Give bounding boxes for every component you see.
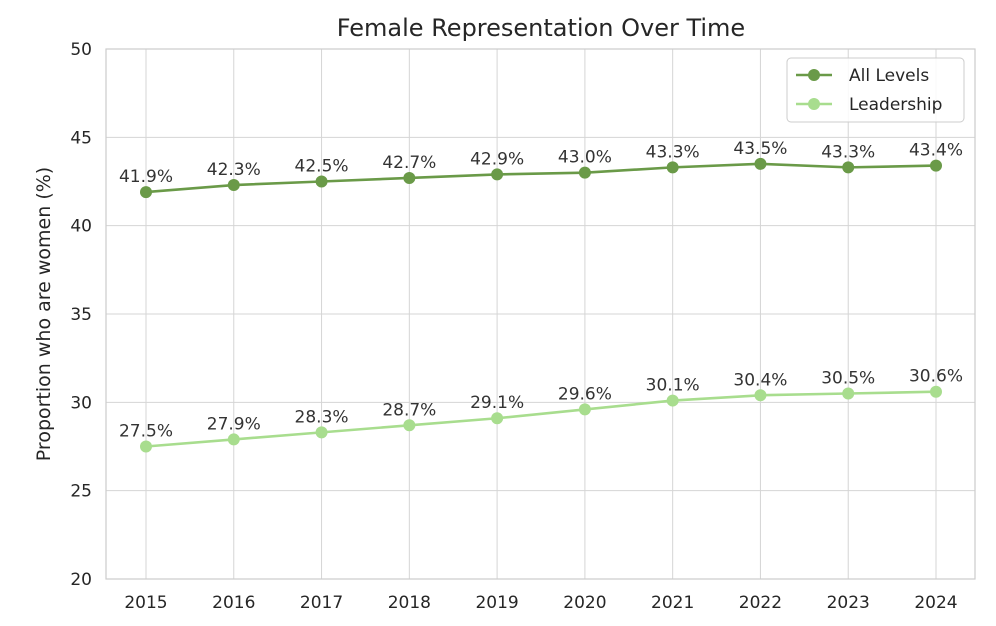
legend-marker bbox=[808, 98, 820, 110]
chart-title: Female Representation Over Time bbox=[337, 14, 745, 42]
data-label: 30.6% bbox=[909, 367, 963, 387]
legend-label: All Levels bbox=[849, 66, 929, 86]
y-tick-label: 40 bbox=[70, 217, 92, 237]
x-tick-label: 2018 bbox=[388, 593, 431, 613]
data-label: 42.9% bbox=[470, 149, 524, 169]
y-tick-label: 20 bbox=[70, 570, 92, 590]
data-label: 43.3% bbox=[821, 142, 875, 162]
data-point bbox=[140, 440, 152, 453]
data-point bbox=[491, 412, 504, 425]
data-point bbox=[930, 385, 942, 398]
data-label: 29.6% bbox=[558, 384, 612, 404]
x-tick-label: 2023 bbox=[827, 593, 870, 613]
data-point bbox=[578, 166, 591, 179]
data-point bbox=[842, 387, 855, 400]
data-label: 43.3% bbox=[646, 142, 700, 162]
y-tick-label: 35 bbox=[70, 305, 92, 325]
series-line bbox=[145, 390, 937, 448]
data-point bbox=[666, 161, 679, 174]
x-tick-label: 2015 bbox=[124, 593, 167, 613]
tick-labels: 2015 2016 2017 2018 2019 2020 2021 2022 2023 2024… bbox=[70, 40, 957, 613]
y-tick-label: 45 bbox=[70, 128, 92, 148]
data-label: 42.7% bbox=[382, 153, 436, 173]
legend-marker bbox=[808, 69, 820, 81]
data-label: 29.1% bbox=[470, 393, 524, 413]
data-point bbox=[930, 159, 942, 172]
data-point bbox=[140, 186, 152, 199]
y-tick-label: 50 bbox=[70, 40, 92, 60]
grid-lines bbox=[106, 48, 975, 580]
data-point bbox=[227, 179, 240, 192]
data-label: 30.4% bbox=[733, 370, 787, 390]
data-label: 43.5% bbox=[733, 139, 787, 159]
data-point bbox=[403, 419, 416, 432]
legend: All Levels Leadership bbox=[786, 57, 965, 123]
x-tick-label: 2022 bbox=[739, 593, 782, 613]
data-label: 43.4% bbox=[909, 141, 963, 161]
data-point bbox=[842, 161, 855, 174]
x-tick-label: 2024 bbox=[914, 593, 957, 613]
data-point bbox=[315, 175, 328, 188]
legend-entry: All Levels bbox=[796, 66, 929, 86]
data-label: 30.1% bbox=[646, 376, 700, 396]
data-label: 42.3% bbox=[207, 160, 261, 180]
data-point bbox=[403, 171, 416, 184]
legend-entry: Leadership bbox=[796, 95, 942, 115]
data-point bbox=[754, 389, 767, 402]
x-tick-label: 2016 bbox=[212, 593, 255, 613]
x-tick-label: 2017 bbox=[300, 593, 343, 613]
series-leadership: 27.5% 27.9% 28.3% 28.7% 29.1% 29.6% 30.1% 30.4%… bbox=[119, 367, 963, 453]
data-label: 30.5% bbox=[821, 369, 875, 389]
data-label: 28.3% bbox=[295, 407, 349, 427]
data-point bbox=[754, 157, 767, 170]
data-point bbox=[666, 394, 679, 407]
data-label: 43.0% bbox=[558, 148, 612, 168]
data-label: 42.5% bbox=[295, 157, 349, 177]
legend-label: Leadership bbox=[849, 95, 942, 115]
data-label: 28.7% bbox=[382, 400, 436, 420]
series-line bbox=[145, 162, 937, 194]
series-all-levels: 41.9% 42.3% 42.5% 42.7% 42.9% 43.0% 43.3% 43.5%… bbox=[119, 139, 963, 199]
data-label: 27.9% bbox=[207, 414, 261, 434]
data-label: 41.9% bbox=[119, 167, 173, 187]
data-point bbox=[227, 433, 240, 446]
y-tick-label: 25 bbox=[70, 482, 92, 502]
plot-frame bbox=[105, 48, 976, 580]
data-point bbox=[578, 403, 591, 416]
y-tick-label: 30 bbox=[70, 393, 92, 413]
series-layer: 41.9% 42.3% 42.5% 42.7% 42.9% 43.0% 43.3% 43.5%… bbox=[119, 139, 963, 453]
y-axis-label: Proportion who are women (%) bbox=[33, 167, 55, 461]
data-label: 27.5% bbox=[119, 422, 173, 442]
x-tick-label: 2021 bbox=[651, 593, 694, 613]
data-point bbox=[315, 426, 328, 439]
data-point bbox=[491, 168, 504, 181]
x-tick-label: 2019 bbox=[475, 593, 518, 613]
x-tick-label: 2020 bbox=[563, 593, 606, 613]
